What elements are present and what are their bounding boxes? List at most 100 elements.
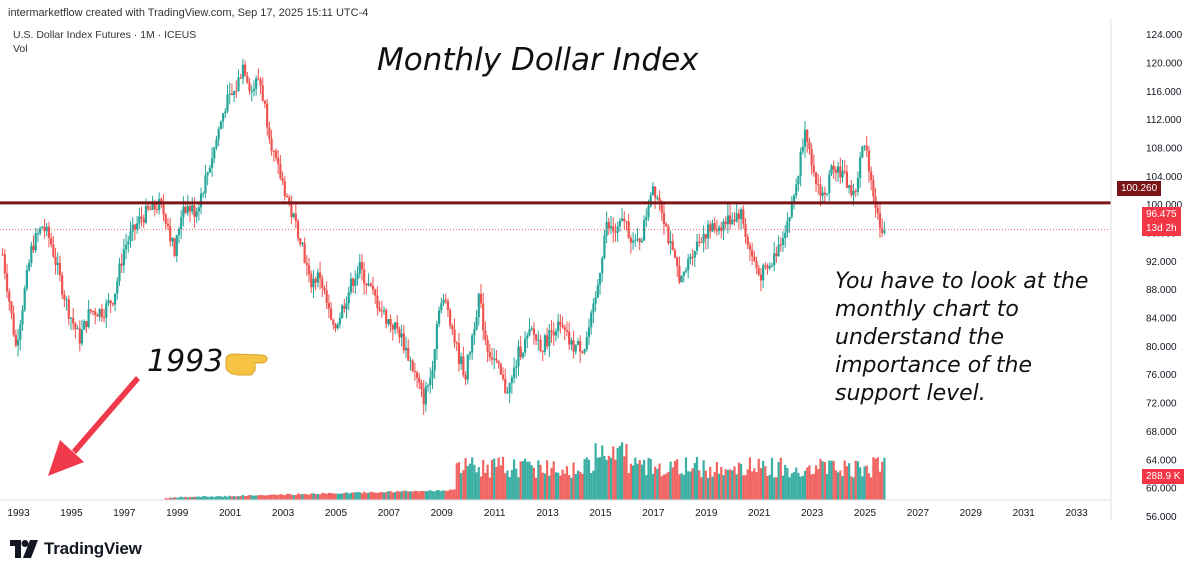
volume-bar [687,471,690,500]
volume-bar [669,461,672,500]
volume-bar [678,474,681,500]
volume-bar [623,456,626,500]
volume-bar [433,491,436,500]
volume-bar [241,494,245,500]
candle-body [508,382,511,393]
volume-bar [369,491,372,500]
candle-body [451,325,454,330]
volume-bar [684,457,688,500]
volume-bar [239,496,242,500]
volume-bar [473,464,476,500]
candle-body [10,301,13,314]
candle-body [36,233,40,235]
candle-body [479,293,483,304]
candle-body [495,358,498,361]
y-tick-label: 76.000 [1146,370,1177,381]
candle-body [870,171,873,181]
candle-body [678,265,681,283]
candle-body [58,262,62,276]
volume-bar [574,474,577,500]
candle-body [279,164,282,179]
candle-body [1,254,4,256]
volume-bar [647,457,650,500]
candle-body [748,245,752,250]
volume-bar [799,476,802,500]
candle-body [138,216,141,224]
candle-body [755,261,758,269]
candle-body [25,269,28,289]
candle-body [583,349,586,353]
candle-body [158,199,161,211]
volume-bar [347,493,350,500]
tradingview-logo[interactable]: TradingView [10,539,142,559]
volume-bar [803,470,807,500]
volume-bar [204,496,207,500]
candle-body [292,213,295,218]
candle-body [215,139,218,148]
candle-body [111,303,114,305]
candle-body [213,147,216,159]
candle-body [462,356,465,376]
candle-body [166,223,170,227]
candle-body [186,206,189,213]
candle-body [257,78,260,80]
candle-body [197,207,200,212]
volume-bar [321,492,324,500]
volume-bar [517,477,520,500]
volume-bar [850,476,853,500]
volume-bar [881,461,884,500]
candle-body [442,299,445,304]
x-tick-label: 2015 [589,508,612,519]
volume-bar [528,461,531,500]
candle-body [136,223,139,230]
candle-body [210,158,214,168]
candle-body [576,341,580,346]
candle-body [834,169,837,173]
volume-bar [848,463,851,500]
volume-bar [497,457,500,500]
candle-body [45,226,48,232]
volume-bar [248,495,251,500]
volume-bar [175,497,178,500]
x-tick-label: 2001 [219,508,242,519]
candle-body [680,275,683,283]
volume-bar [695,456,699,500]
volume-bar [506,470,509,500]
volume-bar [226,496,229,500]
candle-body [191,205,194,212]
volume-bar [213,496,216,500]
volume-bar [396,490,399,500]
candle-body [422,388,425,405]
volume-bar [341,493,344,500]
volume-indicator-label: Vol [13,43,28,55]
volume-bar [539,464,542,500]
volume-bar [400,491,403,500]
volume-bar [830,460,833,500]
candle-body [244,64,247,76]
volume-bar [682,474,685,500]
volume-bar [845,466,849,500]
volume-bar [501,456,505,500]
volume-bar [777,462,780,500]
volume-bar [817,468,820,500]
volume-bar [865,465,868,500]
candle-body [717,227,721,231]
candle-body [526,335,529,339]
y-tick-label: 100.000 [1146,200,1183,211]
volume-bar [504,473,507,500]
x-tick-label: 1993 [7,508,30,519]
candle-body [314,278,317,283]
volume-bar [515,468,518,500]
candle-body [365,283,368,286]
candle-body [631,240,635,243]
candle-body [788,217,791,222]
candle-body [488,352,491,358]
volume-bar [312,493,315,500]
volume-bar [700,477,703,500]
candle-body [649,195,652,207]
candle-body [638,238,641,243]
volume-bar [334,493,337,500]
candle-body [821,192,824,196]
volume-bar [636,463,639,500]
